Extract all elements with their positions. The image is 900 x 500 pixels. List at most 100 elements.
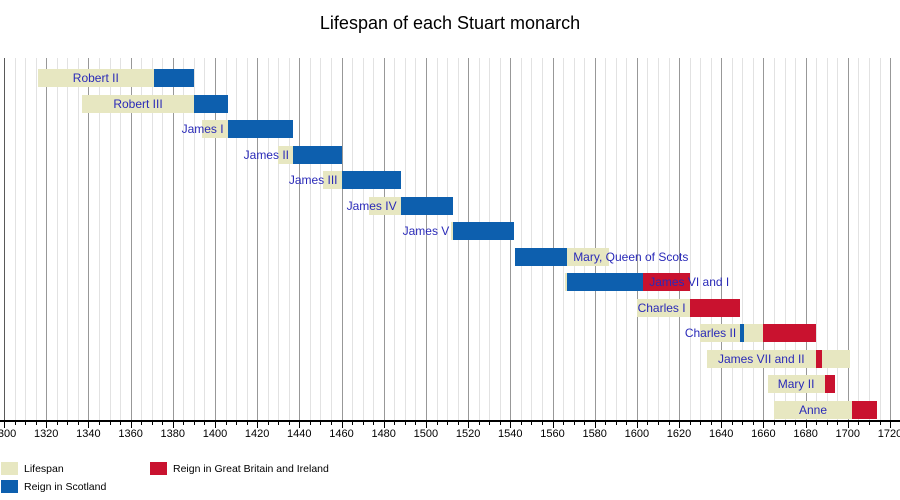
gridline-minor: [352, 58, 354, 420]
reign-gbi-bar: [643, 273, 690, 291]
monarch-label[interactable]: Robert II: [72, 71, 119, 85]
axis-tick: [193, 422, 195, 425]
gridline-minor: [689, 58, 691, 420]
gridline-minor: [868, 58, 870, 420]
axis-tick: [626, 422, 628, 425]
gridline-minor: [404, 58, 406, 420]
axis-tick: [774, 422, 775, 425]
reign-gbi-bar: [816, 349, 823, 368]
monarch-label[interactable]: James VII and II: [717, 351, 805, 366]
gridline-minor: [752, 58, 754, 420]
axis-tick: [890, 422, 891, 428]
gridline-minor: [584, 58, 586, 420]
gridline-minor: [236, 58, 237, 420]
axis-tick: [394, 422, 396, 425]
gridline-minor: [151, 58, 153, 420]
gridline-minor: [826, 58, 828, 420]
gridline-major: [552, 58, 554, 420]
axis-tick: [457, 422, 459, 425]
gridline-minor: [447, 58, 448, 420]
gridline-minor: [573, 58, 575, 420]
axis-tick: [309, 422, 311, 425]
gridline-minor: [742, 58, 744, 420]
axis-tick: [225, 422, 227, 425]
axis-tick-label: 1380: [160, 428, 186, 440]
monarch-label[interactable]: James II: [243, 147, 289, 162]
axis-tick: [689, 422, 691, 425]
axis-tick: [837, 422, 839, 425]
gridline-major: [172, 58, 174, 420]
axis-tick: [710, 422, 712, 425]
axis-tick: [605, 422, 607, 425]
gridline-minor: [25, 58, 27, 420]
axis-tick: [520, 422, 522, 425]
reign-gbi-bar: [763, 324, 817, 342]
axis-tick: [172, 422, 174, 428]
gridline-major: [299, 58, 301, 420]
monarch-label[interactable]: Anne: [798, 402, 828, 417]
gridline-major: [679, 58, 680, 420]
axis-tick: [341, 422, 343, 428]
lifespan-bar: [774, 400, 878, 419]
monarch-label[interactable]: Robert III: [113, 96, 163, 111]
gridline-minor: [605, 58, 607, 420]
axis-tick-label: 1420: [244, 428, 270, 440]
gridline-minor: [204, 58, 206, 420]
axis-tick: [436, 422, 438, 425]
axis-tick-label: 1540: [498, 428, 523, 440]
monarch-label[interactable]: James VI and I: [649, 275, 730, 289]
gridline-minor: [141, 58, 143, 420]
gridline-minor: [77, 58, 79, 420]
monarch-label[interactable]: Charles II: [684, 326, 737, 340]
reign-scotland-bar: [400, 196, 454, 215]
axis-tick: [658, 422, 659, 425]
monarch-label[interactable]: James III: [288, 173, 338, 187]
axis-tick-label: 1460: [329, 428, 354, 440]
axis-tick: [25, 422, 27, 425]
monarch-label[interactable]: Mary, Queen of Scots: [573, 249, 689, 264]
axis-tick: [700, 422, 702, 425]
axis-tick: [615, 422, 617, 425]
monarch-label[interactable]: Mary II: [777, 377, 815, 391]
legend-label: Reign in Great Britain and Ireland: [173, 463, 329, 475]
axis-tick-label: 1520: [455, 428, 481, 440]
axis-tick: [573, 422, 575, 425]
monarch-label[interactable]: Charles I: [637, 300, 686, 315]
axis-tick: [499, 422, 501, 425]
monarch-label[interactable]: James IV: [346, 198, 397, 213]
axis-tick: [67, 422, 69, 425]
axis-tick: [468, 422, 470, 428]
axis-tick-label: 1720: [877, 428, 900, 440]
axis-tick: [510, 422, 512, 428]
axis-tick: [404, 422, 406, 425]
reign-scotland-bar: [453, 222, 515, 240]
gridline-minor: [658, 58, 659, 420]
axis-tick-label: 1300: [0, 428, 17, 440]
axis-tick-label: 1500: [413, 428, 439, 440]
gridline-minor: [320, 58, 322, 420]
gridline-major: [215, 58, 216, 420]
legend-item-reign-scotland: Reign in Scotland: [1, 480, 106, 494]
axis-tick: [879, 422, 881, 425]
axis-tick: [98, 422, 100, 425]
gridline-major: [383, 58, 385, 420]
axis-tick: [805, 422, 807, 428]
axis-tick: [489, 422, 491, 425]
axis-tick: [731, 422, 733, 425]
gridline-minor: [647, 58, 649, 420]
gridline-minor: [288, 58, 290, 420]
axis-tick: [552, 422, 554, 428]
axis-tick-label: 1440: [287, 428, 312, 440]
gridline-major: [890, 58, 891, 420]
reign-gbi-swatch: [150, 462, 167, 475]
gridline-minor: [278, 58, 280, 420]
monarch-label[interactable]: James I: [181, 122, 224, 136]
gridline-major: [4, 58, 5, 420]
axis-tick-label: 1640: [708, 428, 734, 440]
gridline-minor: [700, 58, 702, 420]
gridline-major: [130, 58, 132, 420]
monarch-label[interactable]: James V: [402, 224, 450, 238]
axis-tick: [752, 422, 754, 425]
axis-tick: [647, 422, 649, 425]
gridline-minor: [109, 58, 111, 420]
